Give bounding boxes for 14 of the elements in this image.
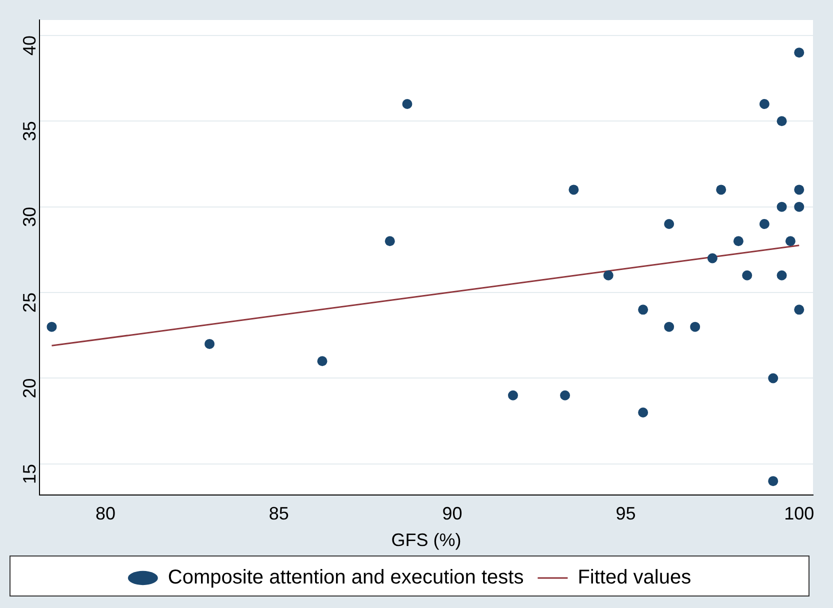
x-tick-label: 95 xyxy=(616,504,636,524)
y-tick-label: 15 xyxy=(20,464,40,484)
x-tick-label: 90 xyxy=(442,504,462,524)
legend-label: Composite attention and execution tests xyxy=(168,566,524,589)
y-tick-label: 35 xyxy=(20,121,40,142)
x-tick-label: 100 xyxy=(784,504,814,524)
legend-label: Fitted values xyxy=(578,566,692,589)
y-tick-label: 20 xyxy=(20,378,40,398)
x-axis-title: GFS (%) xyxy=(391,530,462,550)
y-tick-label: 30 xyxy=(20,206,40,227)
x-tick-label: 80 xyxy=(95,504,116,524)
y-tick-label: 40 xyxy=(20,35,40,56)
y-tick-label: 25 xyxy=(20,292,40,313)
x-tick-label: 85 xyxy=(268,504,289,524)
